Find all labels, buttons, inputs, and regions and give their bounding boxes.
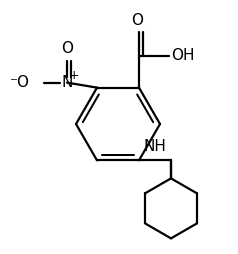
Text: +: + — [69, 69, 79, 82]
Text: ⁻O: ⁻O — [10, 75, 30, 90]
Text: O: O — [131, 13, 143, 28]
Text: NH: NH — [144, 139, 166, 154]
Text: OH: OH — [171, 48, 194, 63]
Text: N: N — [61, 75, 73, 90]
Text: O: O — [61, 41, 73, 56]
